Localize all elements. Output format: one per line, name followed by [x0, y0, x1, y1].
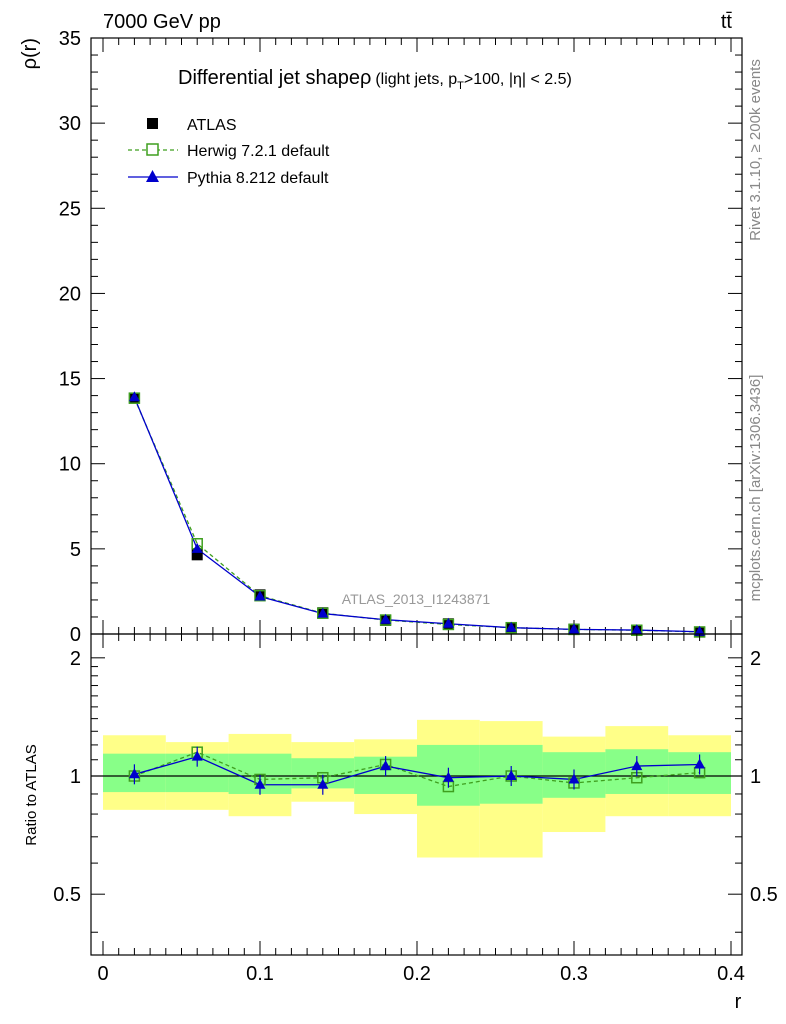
- ratio-pythia-point: [631, 760, 643, 771]
- main-ytick-label: 10: [59, 454, 81, 476]
- ratio-ytick-label-right: 0.5: [750, 884, 778, 906]
- ratio-pythia-point: [568, 773, 580, 784]
- ratio-ytick-label-right: 1: [750, 766, 761, 788]
- main-panel: 0 5 10 15 20 25 30 35 ρ(r) Differential jet shape…: [19, 28, 743, 646]
- process-label: tt̄: [721, 11, 733, 33]
- ratio-pythia-point: [505, 770, 517, 781]
- ratio-ytick-label: 1: [70, 766, 81, 788]
- ratio-ylabel: Ratio to ATLAS: [23, 744, 40, 845]
- main-ytick-label: 35: [59, 28, 81, 50]
- pythia-point: [694, 625, 706, 636]
- pythia-point: [128, 391, 140, 402]
- ratio-ytick-label: 0.5: [53, 884, 81, 906]
- main-ytick-label: 0: [70, 624, 81, 646]
- ratio-xtick-label: 0: [97, 963, 108, 985]
- ratio-xtick-label: 0.2: [403, 963, 431, 985]
- chart-title-sub: (light jets, p: [375, 71, 457, 88]
- ratio-ytick-label: 2: [70, 648, 81, 670]
- ratio-xtick-label: 0.4: [717, 963, 745, 985]
- ratio-herwig-line: [134, 751, 700, 788]
- source-label: mcplots.cern.ch [arXiv:1306.3436]: [747, 375, 764, 602]
- energy-label: 7000 GeV pp: [103, 11, 221, 33]
- pythia-point: [568, 623, 580, 634]
- ratio-pythia-point: [442, 771, 454, 782]
- pythia-point: [631, 624, 643, 635]
- legend-label: ATLAS: [187, 117, 237, 134]
- ratio-ytick-label-right: 2: [750, 648, 761, 670]
- pythia-point: [442, 617, 454, 628]
- ratio-pythia-point: [191, 750, 203, 761]
- main-ytick-label: 25: [59, 198, 81, 220]
- legend-label: Pythia 8.212 default: [187, 170, 329, 187]
- pythia-point: [317, 607, 329, 618]
- atlas-point: [191, 549, 203, 561]
- chart-title-sub-end: >100, |η| < 2.5): [464, 71, 572, 88]
- ratio-xtick-label: 0.3: [560, 963, 588, 985]
- chart-title-main: Differential jet shapeρ: [178, 67, 371, 89]
- legend-label: Herwig 7.2.1 default: [187, 143, 330, 160]
- ratio-pythia-point: [694, 758, 706, 769]
- pythia-point: [380, 613, 392, 624]
- main-ytick-label: 30: [59, 113, 81, 135]
- legend-marker-herwig: [146, 143, 159, 156]
- pythia-line: [133, 397, 700, 633]
- chart-title: Differential jet shapeρ (light jets, pT>1…: [178, 67, 572, 92]
- legend-marker-pythia: [146, 170, 159, 182]
- legend-marker-atlas: [147, 118, 158, 129]
- main-ytick-label: 15: [59, 369, 81, 391]
- ratio-xlabel: r: [735, 991, 742, 1013]
- pythia-point: [254, 590, 266, 601]
- main-ytick-label: 20: [59, 283, 81, 305]
- pythia-point: [505, 621, 517, 632]
- ratio-panel: 0.5 0.5 1 1 2 2 0 0.1 0.2 0.3 0.4 Ratio to ATLAS r: [23, 633, 778, 1013]
- ratio-pythia-point: [128, 768, 140, 779]
- ratio-pythia-line: [134, 755, 700, 786]
- main-ytick-label: 5: [70, 539, 81, 561]
- ratio-xtick-label: 0.1: [246, 963, 274, 985]
- ratio-pythia-point: [380, 760, 392, 771]
- analysis-label: ATLAS_2013_I1243871: [342, 591, 491, 607]
- main-ylabel: ρ(r): [19, 38, 41, 69]
- ratio-pythia-point: [317, 778, 329, 789]
- pythia-point: [191, 542, 203, 553]
- rivet-label: Rivet 3.1.10, ≥ 200k events: [747, 59, 764, 241]
- chart-title-subscript: T: [457, 80, 464, 92]
- ratio-pythia-point: [254, 778, 266, 789]
